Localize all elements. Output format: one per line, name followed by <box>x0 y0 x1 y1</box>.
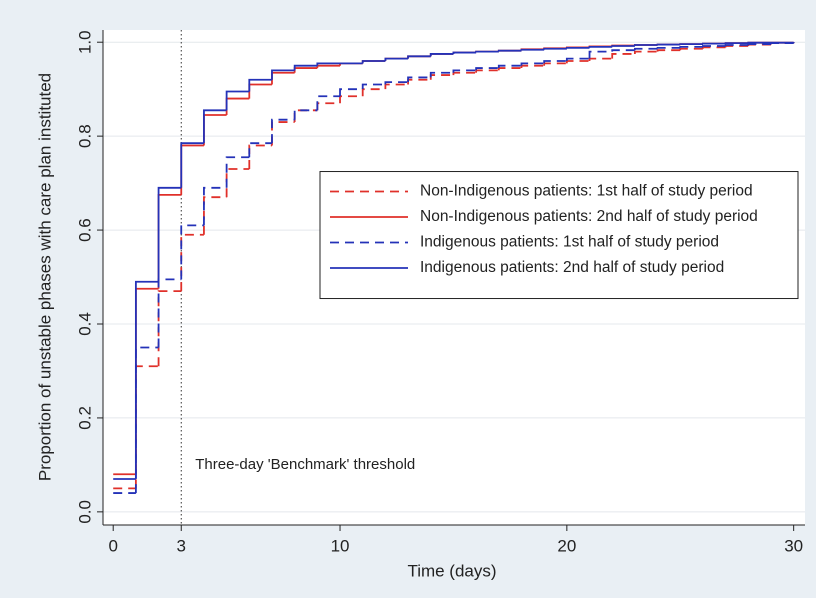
step-segment <box>316 95 341 111</box>
legend-label: Non-Indigenous patients: 1st half of stu… <box>420 183 753 200</box>
step-segment <box>565 57 590 61</box>
y-tick-label: 0.2 <box>75 406 94 430</box>
step-segment <box>611 53 635 59</box>
step-segment <box>316 62 341 66</box>
step-segment <box>407 55 431 59</box>
y-tick-label: 0.6 <box>75 218 94 242</box>
step-segment <box>452 71 477 76</box>
step-segment <box>429 53 454 57</box>
step-segment <box>611 45 635 47</box>
step-segment <box>248 78 272 92</box>
step-segment <box>588 50 613 59</box>
step-segment <box>203 109 227 144</box>
step-segment <box>384 83 409 90</box>
step-segment <box>293 109 318 120</box>
step-segment <box>134 280 159 479</box>
step-segment <box>497 67 522 71</box>
y-tick-label: 0.4 <box>75 312 94 336</box>
step-segment <box>543 60 567 64</box>
step-segment <box>611 49 635 52</box>
step-segment <box>203 186 227 226</box>
x-tick-label: 20 <box>557 536 576 555</box>
step-segment <box>588 46 613 48</box>
step-segment <box>475 67 499 71</box>
x-tick-label: 0 <box>108 536 117 555</box>
step-segment <box>271 118 295 144</box>
step-segment <box>429 71 454 78</box>
x-tick-label: 3 <box>177 536 186 555</box>
step-segment <box>157 290 182 367</box>
step-segment <box>384 57 409 61</box>
step-segment <box>339 88 363 97</box>
y-tick-label: 0.0 <box>75 500 94 524</box>
step-segment <box>724 44 749 46</box>
y-tick-label: 1.0 <box>75 30 94 54</box>
x-tick-label: 10 <box>331 536 350 555</box>
y-tick-label: 0.8 <box>75 124 94 148</box>
step-segment <box>475 69 499 73</box>
step-segment <box>747 43 771 46</box>
legend-label: Indigenous patients: 1st half of study p… <box>420 234 719 251</box>
step-segment <box>656 49 681 52</box>
step-segment <box>293 64 318 71</box>
step-segment <box>361 83 386 90</box>
step-segment <box>679 47 703 51</box>
step-segment <box>497 49 522 52</box>
step-segment <box>520 48 545 51</box>
legend-label: Indigenous patients: 2nd half of study p… <box>420 259 724 276</box>
step-segment <box>225 90 250 111</box>
step-segment <box>452 69 477 73</box>
step-segment <box>361 60 386 64</box>
step-segment <box>565 46 590 49</box>
step-segment <box>180 142 204 188</box>
step-segment <box>384 81 409 85</box>
step-segment <box>702 45 726 47</box>
step-segment <box>633 44 658 46</box>
step-segment <box>225 156 250 188</box>
step-segment <box>361 88 386 97</box>
step-segment <box>407 76 431 83</box>
step-segment <box>475 50 499 53</box>
step-segment <box>271 69 295 80</box>
step-segment <box>180 224 204 280</box>
x-axis-title: Time (days) <box>407 561 496 580</box>
legend-label: Non-Indigenous patients: 2nd half of stu… <box>420 208 758 225</box>
step-segment <box>157 186 182 282</box>
step-segment <box>633 50 658 54</box>
legend-box <box>319 171 799 300</box>
step-segment <box>543 47 567 50</box>
annotation: Three-day 'Benchmark' threshold <box>195 456 415 473</box>
series <box>113 41 795 480</box>
step-segment <box>452 51 477 54</box>
step-segment <box>520 62 545 66</box>
y-axis-title: Proportion of unstable phases with care … <box>35 73 54 481</box>
step-segment <box>656 46 681 49</box>
x-tick-label: 30 <box>784 536 803 555</box>
step-segment <box>248 142 272 158</box>
step-segment <box>248 144 272 170</box>
step-segment <box>679 46 703 48</box>
step-segment <box>633 47 658 51</box>
step-segment <box>497 64 522 69</box>
step-segment <box>203 196 227 235</box>
